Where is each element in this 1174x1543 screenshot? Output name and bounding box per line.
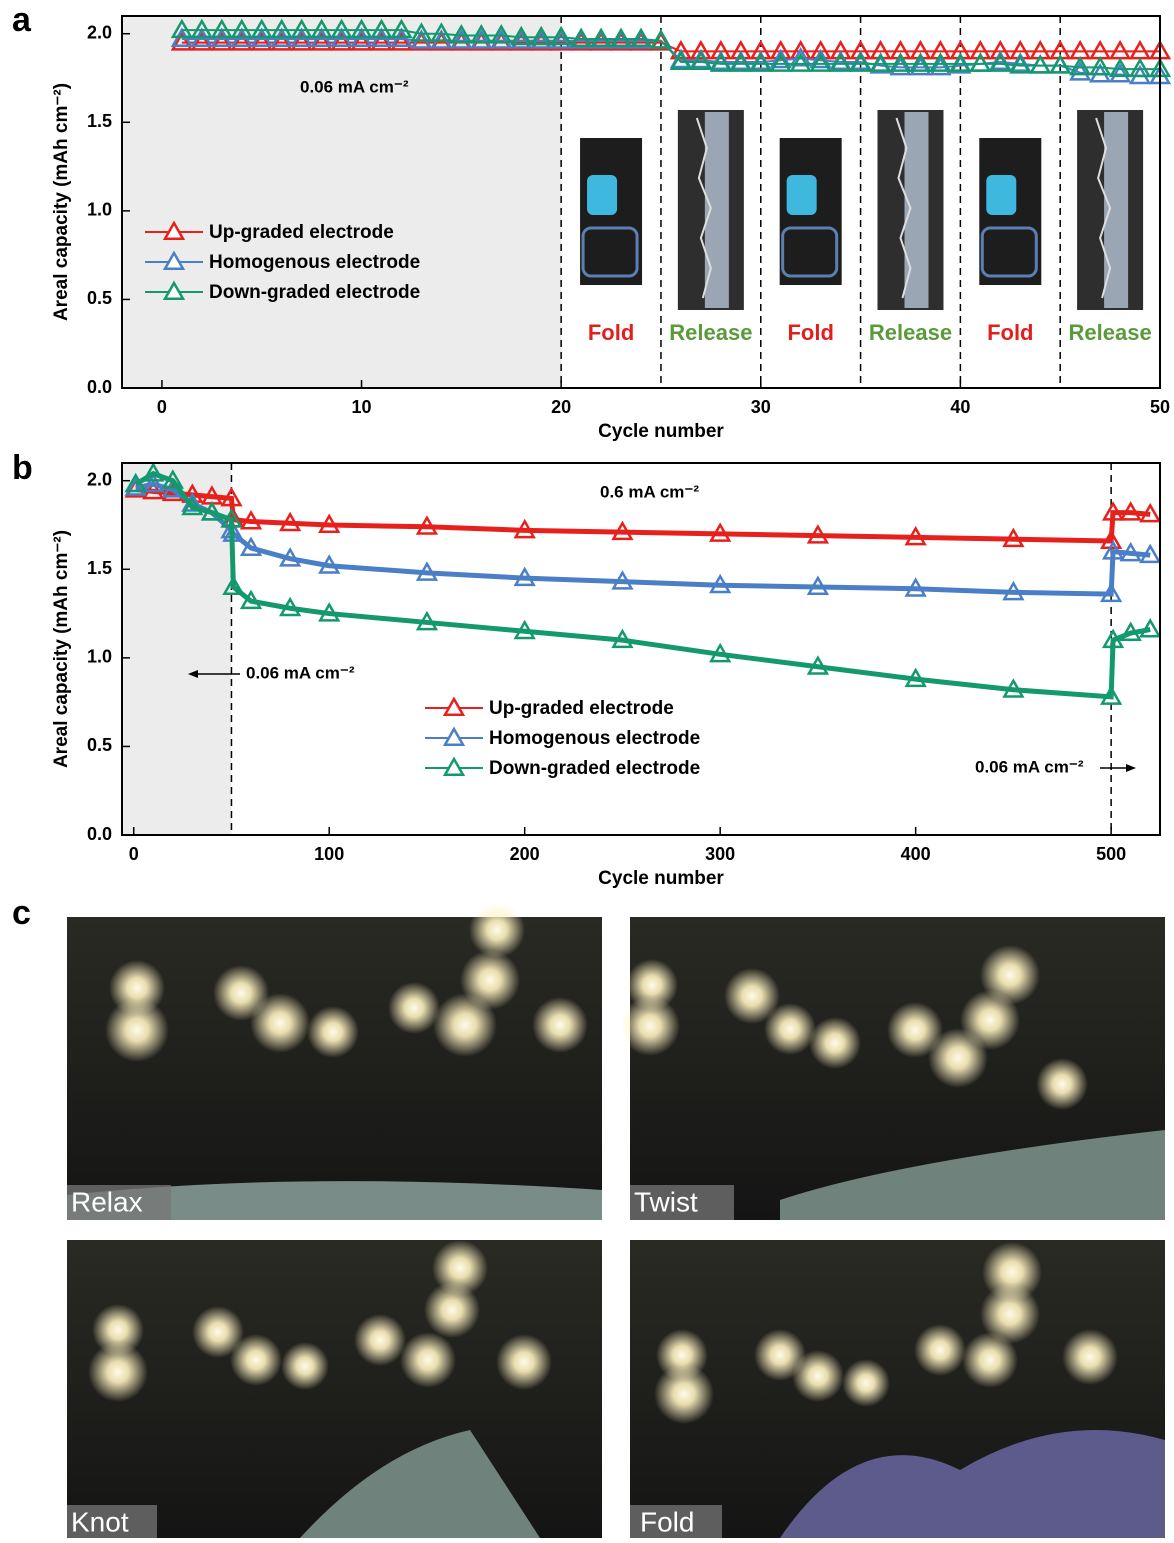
y-tick-label: 2.0 <box>87 22 112 42</box>
legend-label: Homogenous electrode <box>209 252 420 273</box>
photo-caption: Knot <box>71 1506 129 1537</box>
x-tick-label: 50 <box>1150 397 1170 417</box>
phase-label: Fold <box>987 320 1033 345</box>
photo-caption: Fold <box>640 1506 694 1537</box>
figure: 0 10 20 30 40 50 0.0 0.5 1.0 1.5 2.0 Cycle number Ar… <box>0 0 1174 1538</box>
phase-label: Fold <box>787 320 833 345</box>
x-tick-label: 400 <box>901 844 931 864</box>
legend-label: Homogenous electrode <box>489 728 700 749</box>
legend-label: Down-graded electrode <box>209 282 420 303</box>
clip <box>787 175 817 215</box>
x-tick-label: 100 <box>314 844 344 864</box>
inset-photo <box>1077 110 1143 310</box>
rate-annotation: 0.6 mA cm⁻² <box>600 482 699 501</box>
photo: Relax <box>67 902 602 1220</box>
y-tick-label: 1.5 <box>87 111 112 131</box>
rate-annotation: 0.06 mA cm⁻² <box>246 663 355 682</box>
phase-label: Fold <box>588 320 634 345</box>
y-tick-label: 0.5 <box>87 288 112 308</box>
legend-label: Up-graded electrode <box>489 698 674 719</box>
photo: Twist <box>620 917 1165 1220</box>
y-tick-label: 0.5 <box>87 735 112 755</box>
clip <box>587 175 617 215</box>
charts: 0 10 20 30 40 50 0.0 0.5 1.0 1.5 2.0 Cycle number Ar… <box>12 1 1170 889</box>
x-tick-label: 30 <box>751 397 771 417</box>
x-tick-label: 0 <box>129 844 139 864</box>
photo: Knot <box>67 1240 602 1538</box>
rate-annotation: 0.06 mA cm⁻² <box>300 77 409 96</box>
photo-caption: Twist <box>634 1186 698 1217</box>
x-axis-label: Cycle number <box>598 421 724 442</box>
inset-photo <box>780 138 842 285</box>
y-tick-label: 2.0 <box>87 469 112 489</box>
photo: Fold <box>630 1240 1165 1538</box>
x-tick-label: 40 <box>950 397 970 417</box>
plot-bg <box>122 463 1160 835</box>
inset-photo <box>877 110 943 310</box>
y-tick-label: 0.0 <box>87 824 112 844</box>
rate-annotation: 0.06 mA cm⁻² <box>975 757 1084 776</box>
panel-label: b <box>12 449 33 487</box>
y-tick-label: 1.0 <box>87 200 112 220</box>
y-tick-label: 1.0 <box>87 647 112 667</box>
phase-label: Release <box>669 320 752 345</box>
legend-label: Down-graded electrode <box>489 758 700 779</box>
x-tick-label: 200 <box>510 844 540 864</box>
shaded-region <box>122 16 561 388</box>
x-tick-label: 500 <box>1096 844 1126 864</box>
inset-photo <box>580 138 642 285</box>
panel-label: a <box>12 1 32 39</box>
y-axis-label: Areal capacity (mAh cm⁻²) <box>51 83 72 321</box>
y-tick-label: 0.0 <box>87 377 112 397</box>
clip <box>986 175 1016 215</box>
y-axis-label: Areal capacity (mAh cm⁻²) <box>51 530 72 768</box>
x-tick-label: 0 <box>157 397 167 417</box>
x-axis-label: Cycle number <box>598 868 724 889</box>
photo-caption: Relax <box>71 1186 143 1217</box>
inset-photo <box>678 110 744 310</box>
y-tick-label: 1.5 <box>87 558 112 578</box>
phase-label: Release <box>1069 320 1152 345</box>
panel-label: c <box>12 894 31 932</box>
x-tick-label: 300 <box>705 844 735 864</box>
legend-label: Up-graded electrode <box>209 222 394 243</box>
x-tick-label: 20 <box>551 397 571 417</box>
phase-label: Release <box>869 320 952 345</box>
inset-photo <box>979 138 1041 285</box>
x-tick-label: 10 <box>352 397 372 417</box>
